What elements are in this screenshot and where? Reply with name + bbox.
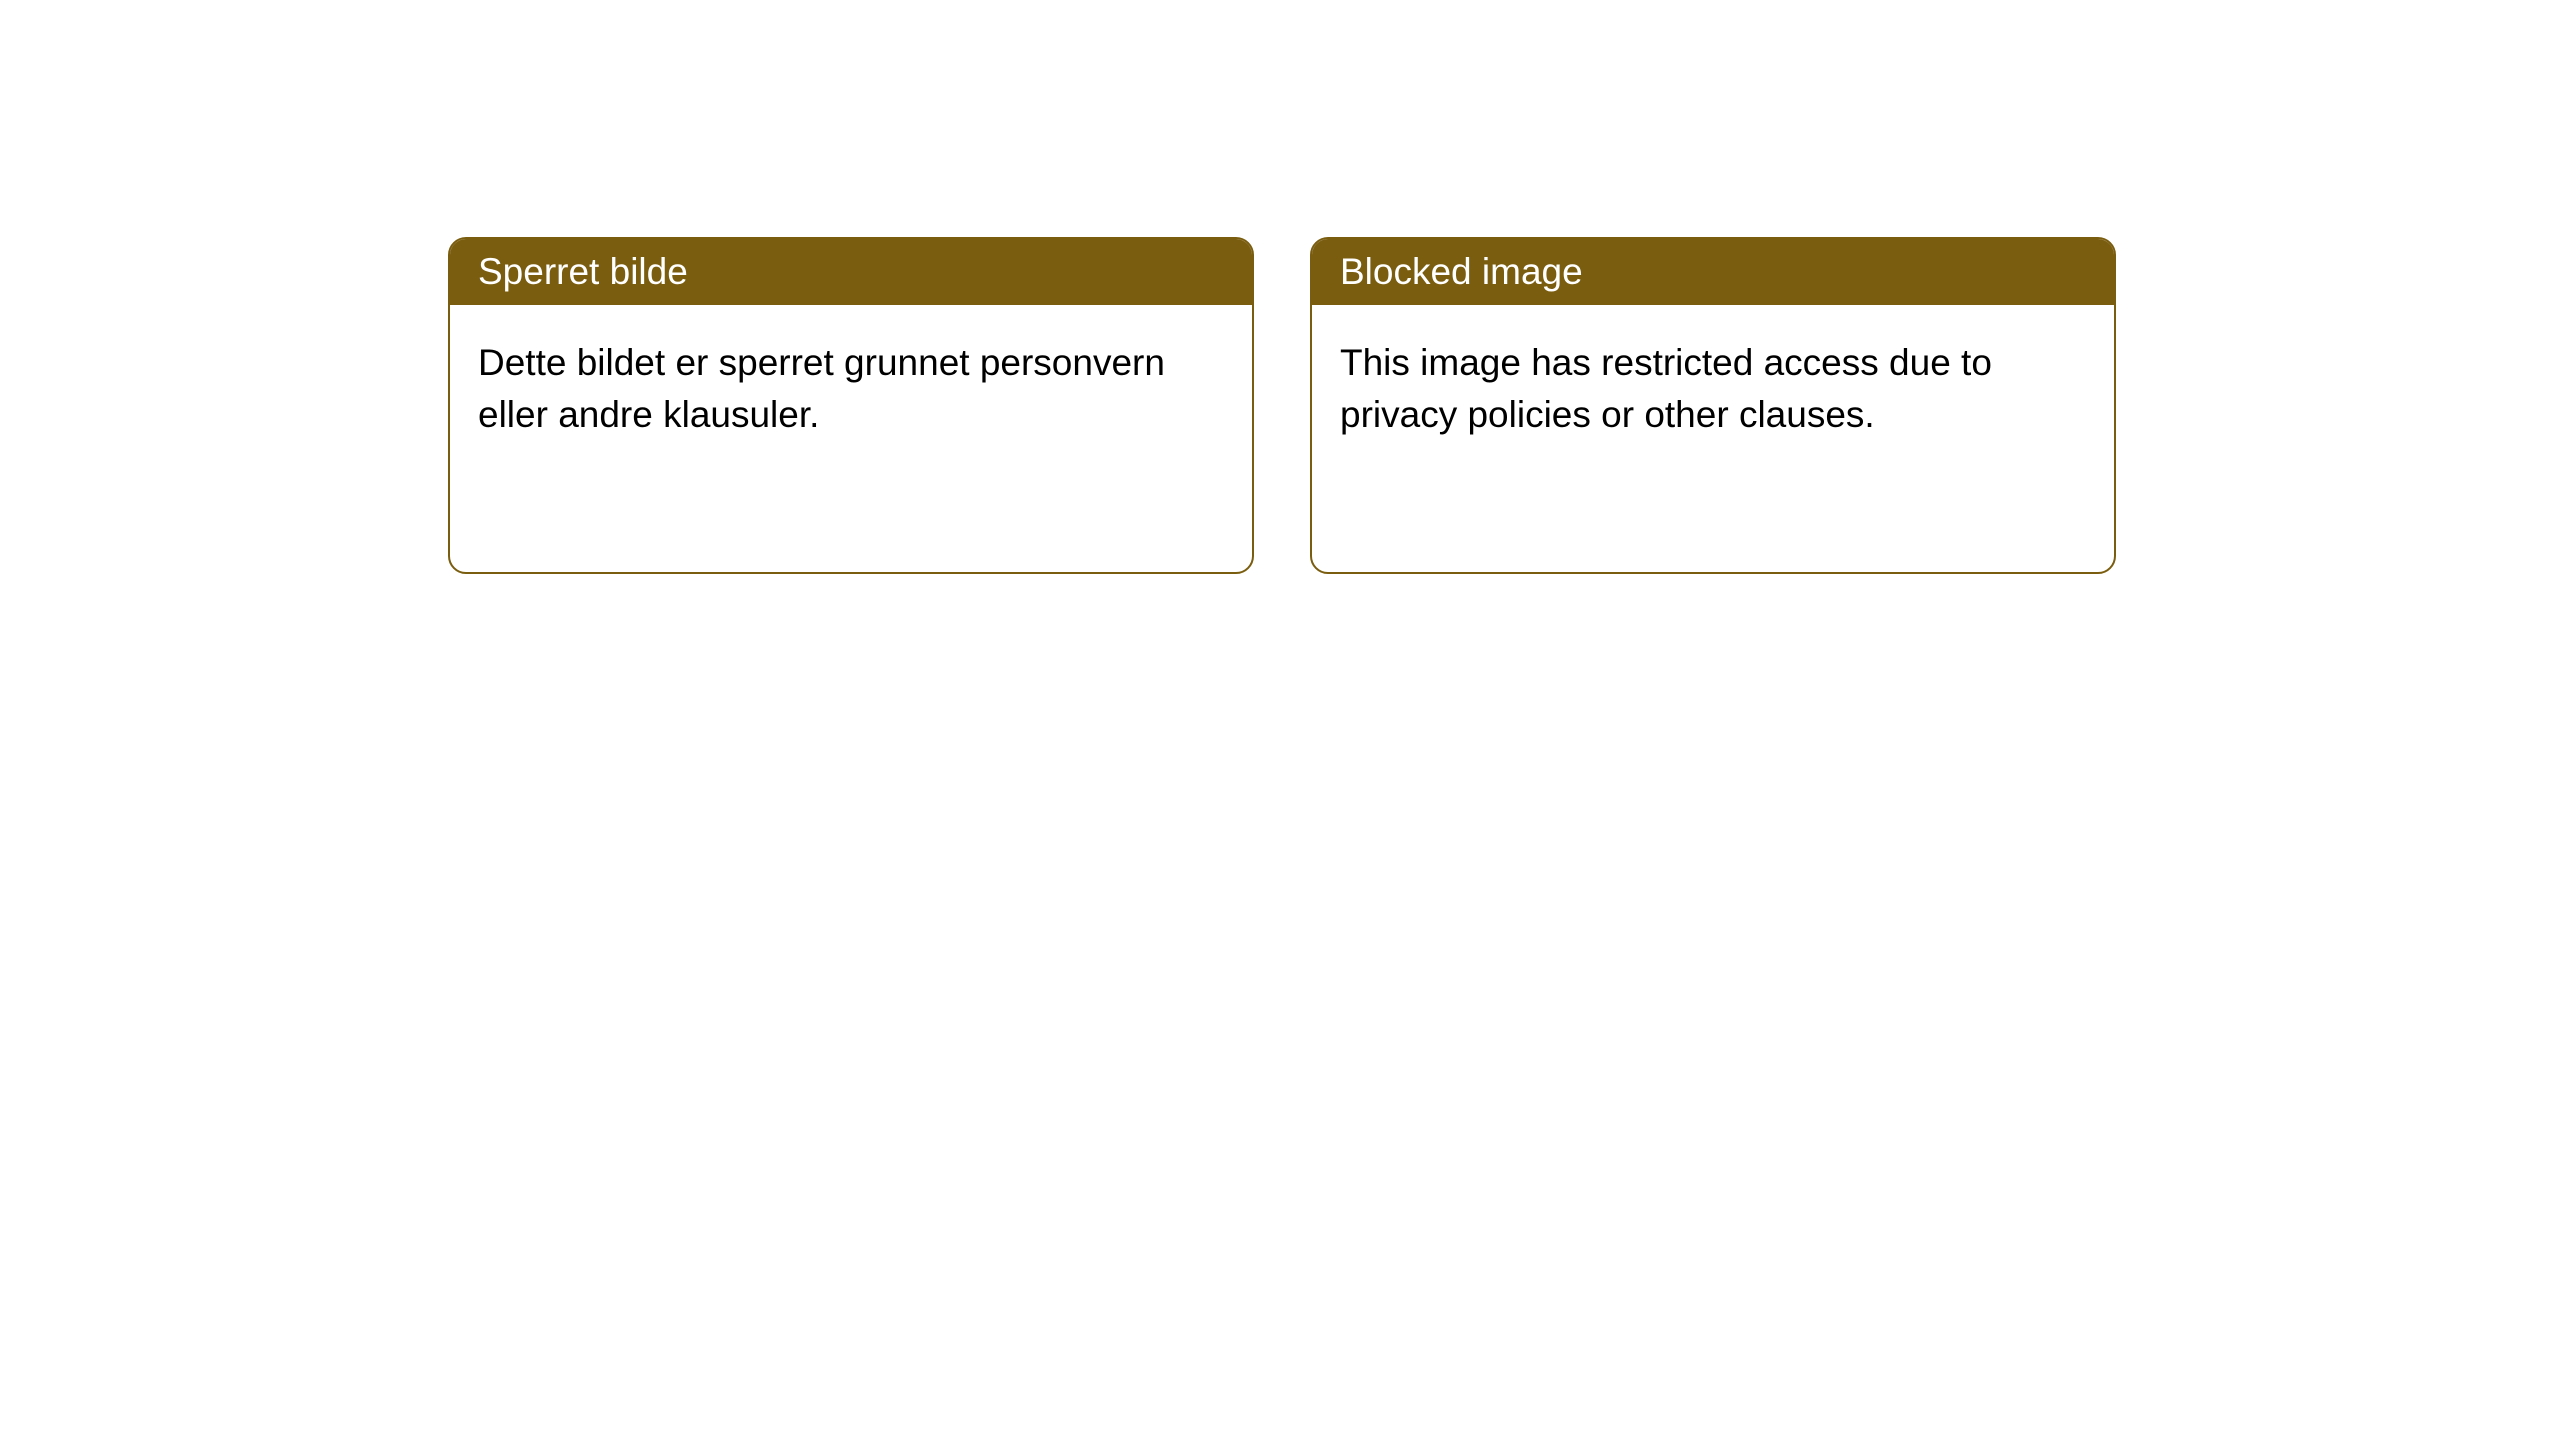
notice-header: Sperret bilde: [450, 239, 1252, 305]
notice-card-norwegian: Sperret bilde Dette bildet er sperret gr…: [448, 237, 1254, 574]
notice-body: This image has restricted access due to …: [1312, 305, 2114, 473]
notice-title: Blocked image: [1340, 251, 1583, 292]
notice-body-text: Dette bildet er sperret grunnet personve…: [478, 342, 1165, 435]
notice-body-text: This image has restricted access due to …: [1340, 342, 1992, 435]
notice-title: Sperret bilde: [478, 251, 688, 292]
notice-card-english: Blocked image This image has restricted …: [1310, 237, 2116, 574]
notice-body: Dette bildet er sperret grunnet personve…: [450, 305, 1252, 473]
notice-container: Sperret bilde Dette bildet er sperret gr…: [0, 0, 2560, 574]
notice-header: Blocked image: [1312, 239, 2114, 305]
